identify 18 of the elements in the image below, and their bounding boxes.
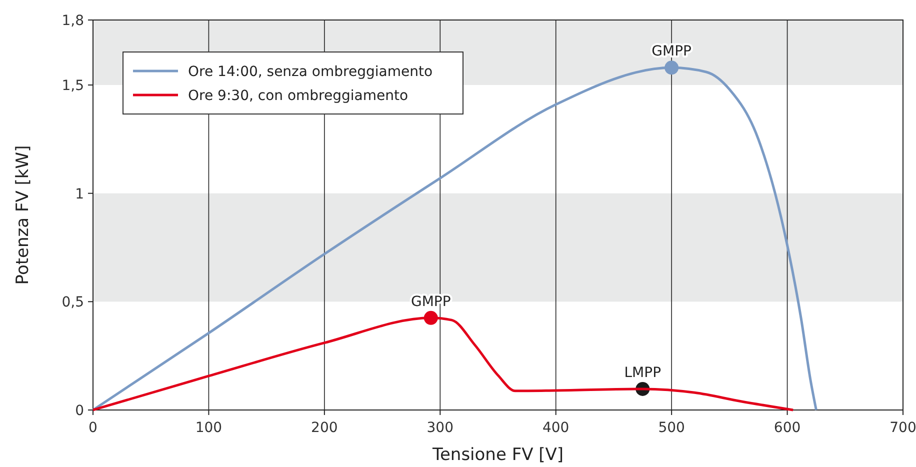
annotation: LMPP [624,364,662,381]
x-tick-label: 300 [426,420,454,436]
y-tick-label: 1,5 [62,78,84,94]
x-tick-label: 0 [88,420,98,436]
x-tick-label: 600 [774,420,801,436]
x-tick-label: 200 [311,420,338,436]
x-tick-label: 100 [195,420,222,436]
y-tick-label: 0 [75,403,84,419]
x-tick-label: 700 [890,420,916,436]
x-tick-label: 400 [542,420,570,436]
y-axis-title: Potenza FV [kW] [13,145,33,285]
x-axis-title: Tensione FV [V] [431,445,564,465]
y-tick-label: 1,8 [62,13,84,29]
y-tick-label: 0,5 [62,294,84,311]
legend-label: Ore 9:30, con ombreggiamento [188,88,408,104]
legend-label: Ore 14:00, senza ombreggiamento [188,64,433,80]
y-tick-label: 1 [75,186,84,202]
x-tick-label: 500 [658,420,685,436]
